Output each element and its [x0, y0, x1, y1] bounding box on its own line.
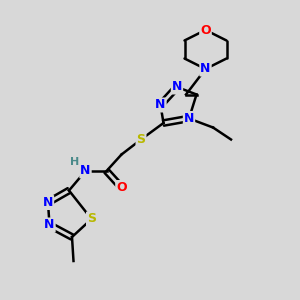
Text: O: O [116, 181, 127, 194]
Text: N: N [200, 62, 211, 76]
Text: S: S [87, 212, 96, 226]
Text: S: S [136, 133, 146, 146]
Text: N: N [184, 112, 194, 125]
Text: N: N [155, 98, 166, 112]
Text: N: N [43, 196, 53, 209]
Text: O: O [200, 23, 211, 37]
Text: N: N [80, 164, 91, 178]
Text: H: H [70, 157, 80, 167]
Text: N: N [172, 80, 182, 94]
Text: N: N [44, 218, 55, 232]
